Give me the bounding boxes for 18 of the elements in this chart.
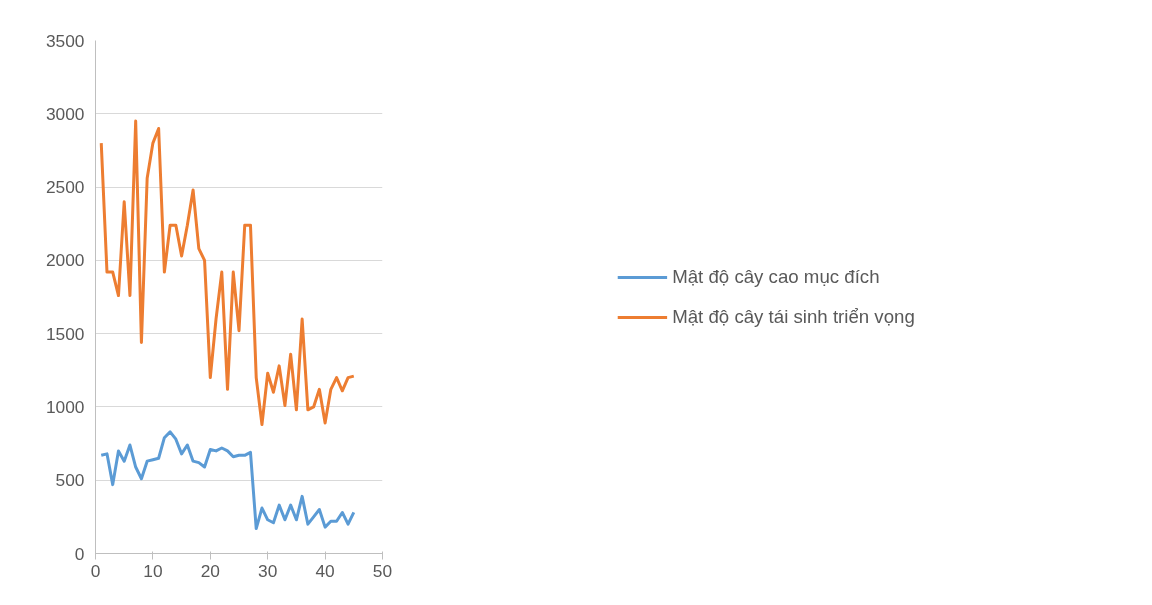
x-tick-label: 30 bbox=[258, 560, 278, 581]
y-tick-label: 3000 bbox=[45, 103, 85, 124]
y-tick-label: 500 bbox=[55, 470, 85, 491]
x-tick-label: 50 bbox=[372, 560, 393, 581]
legend-label: Mật độ cây tái sinh triển vọng bbox=[672, 305, 915, 328]
y-tick-label: 2500 bbox=[45, 177, 85, 198]
x-tick-label: 0 bbox=[90, 560, 101, 581]
legend-label: Mật độ cây cao mục đích bbox=[672, 265, 880, 288]
y-tick-label: 1000 bbox=[45, 396, 85, 417]
y-tick-label: 0 bbox=[74, 543, 85, 564]
line-series bbox=[99, 430, 356, 531]
x-tick-label: 40 bbox=[315, 560, 335, 581]
y-tick-label: 3500 bbox=[45, 30, 85, 51]
line-series bbox=[99, 119, 356, 427]
y-tick-label: 1500 bbox=[45, 323, 85, 344]
x-tick-label: 10 bbox=[143, 560, 163, 581]
x-tick-label: 20 bbox=[200, 560, 220, 581]
y-tick-label: 2000 bbox=[45, 250, 85, 271]
